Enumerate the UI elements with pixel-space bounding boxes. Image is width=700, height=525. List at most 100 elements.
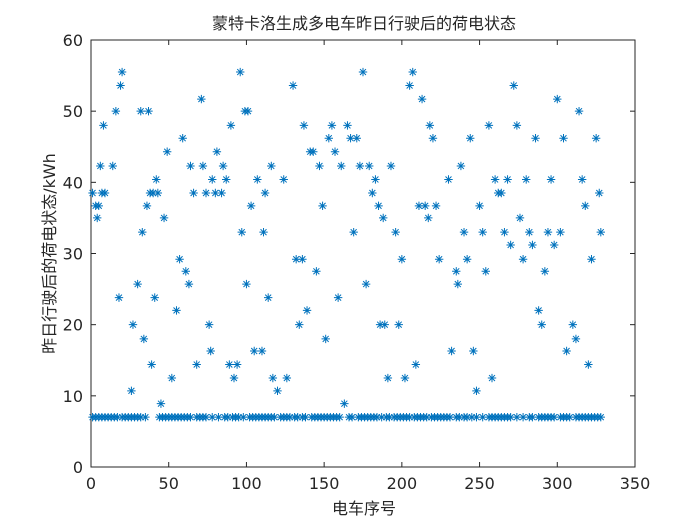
data-point (162, 147, 172, 156)
data-point (475, 201, 484, 211)
data-point (186, 412, 195, 422)
data-point (577, 175, 587, 184)
data-point (371, 175, 380, 184)
x-tick-label: 350 (620, 474, 651, 493)
data-point (93, 213, 102, 223)
data-point (96, 161, 105, 171)
x-tick-label: 150 (309, 474, 340, 493)
data-point (375, 320, 385, 329)
data-point (424, 213, 433, 223)
data-point (447, 346, 456, 356)
data-point (267, 161, 276, 171)
data-point (383, 373, 393, 383)
data-point (408, 67, 417, 77)
data-point (218, 161, 228, 171)
data-point (484, 121, 494, 130)
data-point (445, 412, 455, 422)
x-tick-label: 100 (231, 474, 262, 493)
data-point (153, 188, 163, 198)
data-point (462, 412, 472, 422)
data-point (420, 201, 430, 211)
data-point (431, 201, 441, 211)
data-point (500, 227, 509, 237)
data-point (178, 134, 187, 143)
data-point (556, 227, 565, 237)
data-point (111, 106, 121, 116)
data-point (318, 201, 327, 211)
data-point (208, 412, 217, 422)
data-point (537, 320, 546, 329)
data-point (181, 267, 191, 276)
data-point (452, 267, 461, 276)
data-point (330, 147, 340, 156)
data-point (337, 161, 346, 171)
data-point (291, 254, 301, 264)
data-point (257, 346, 267, 356)
data-point (472, 412, 481, 422)
data-point (428, 134, 438, 143)
data-point (397, 254, 407, 264)
data-point (405, 412, 414, 422)
data-point (198, 161, 208, 171)
data-point (528, 240, 537, 250)
data-point (237, 227, 246, 237)
data-point (206, 346, 215, 356)
data-point (522, 175, 531, 184)
data-point (596, 227, 606, 237)
data-point (394, 320, 403, 329)
data-point (478, 227, 487, 237)
data-point (186, 161, 195, 171)
data-point (234, 412, 243, 422)
data-point (299, 121, 309, 130)
data-point (478, 412, 487, 422)
data-point (559, 134, 568, 143)
data-point (321, 334, 330, 344)
data-point (223, 412, 232, 422)
data-point (94, 201, 103, 211)
data-point (127, 386, 136, 396)
data-point (138, 227, 147, 237)
y-tick-label: 50 (63, 102, 83, 121)
data-point (571, 334, 581, 344)
data-point (591, 134, 601, 143)
data-point (534, 306, 543, 315)
data-point (565, 412, 574, 422)
data-point (142, 201, 152, 211)
y-tick-label: 0 (73, 458, 83, 477)
data-point (352, 134, 361, 143)
y-tick-label: 10 (63, 387, 83, 406)
data-point (175, 254, 184, 264)
data-point (225, 360, 234, 369)
data-point (481, 267, 490, 276)
data-point (512, 121, 522, 130)
plot-area: 0 50 100 150 200 250 300 350 0 10 20 30 40 50 60 (63, 31, 651, 493)
data-point (141, 412, 150, 422)
data-point (114, 293, 124, 302)
data-point (546, 175, 556, 184)
data-point (540, 267, 550, 276)
data-point (422, 412, 431, 422)
data-point (434, 254, 444, 264)
data-point (211, 188, 220, 198)
data-point (385, 412, 394, 422)
data-point (525, 227, 534, 237)
y-tick-label: 40 (63, 173, 83, 192)
data-point (108, 161, 117, 171)
data-point (368, 188, 377, 198)
x-tick-label: 50 (159, 474, 179, 493)
data-point (159, 213, 169, 223)
data-point (167, 373, 177, 383)
data-point (327, 121, 337, 130)
data-point (444, 175, 453, 184)
data-point (136, 412, 145, 422)
data-point (288, 81, 298, 90)
data-point (405, 81, 414, 90)
data-point (335, 412, 344, 422)
data-point (358, 67, 368, 77)
data-point (380, 320, 389, 329)
chart-title: 蒙特卡洛生成多电车昨日行驶后的荷电状态 (212, 14, 516, 33)
data-point (347, 412, 357, 422)
data-point (518, 254, 528, 264)
data-point (377, 412, 386, 422)
